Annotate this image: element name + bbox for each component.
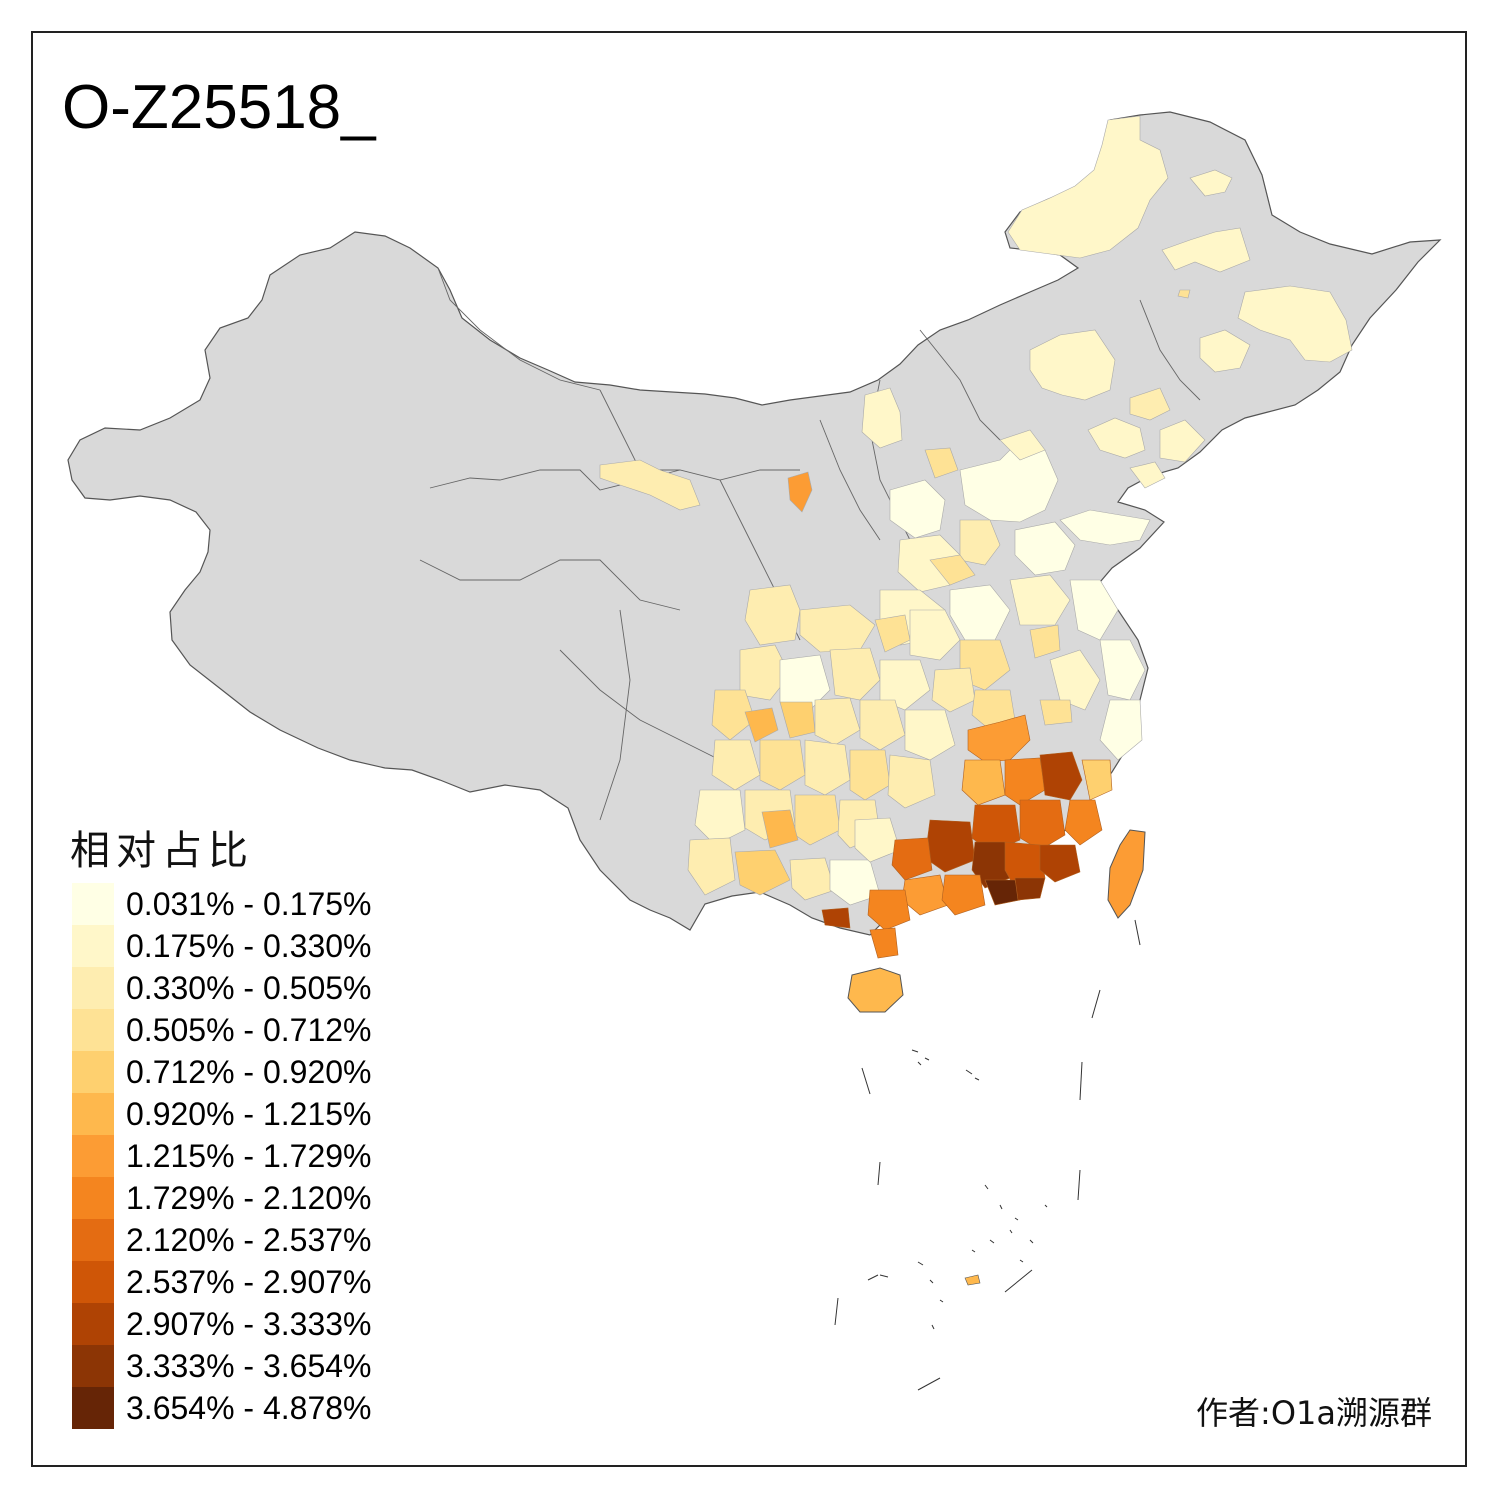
legend-swatch bbox=[72, 967, 114, 1009]
legend-label: 0.712% - 0.920% bbox=[126, 1054, 372, 1090]
south-china-sea-islands bbox=[834, 919, 1141, 1391]
legend-label: 1.215% - 1.729% bbox=[126, 1138, 372, 1174]
legend-label: 0.031% - 0.175% bbox=[126, 886, 372, 922]
region-shanxi-north bbox=[924, 447, 959, 479]
legend-swatch bbox=[72, 1303, 114, 1345]
legend-label: 0.330% - 0.505% bbox=[126, 970, 372, 1006]
region-jilin bbox=[1199, 329, 1251, 373]
region-liaoning-b bbox=[1087, 417, 1146, 459]
author-credit: 作者:O1a溯源群 bbox=[1196, 1394, 1432, 1432]
map-title: O-Z25518_ bbox=[62, 73, 376, 142]
legend-label: 2.537% - 2.907% bbox=[126, 1264, 372, 1300]
legend-label: 1.729% - 2.120% bbox=[126, 1180, 372, 1216]
map-frame bbox=[31, 31, 1467, 1467]
region-dalian bbox=[1129, 461, 1166, 489]
region-wuwei bbox=[599, 459, 701, 511]
legend-label: 0.920% - 1.215% bbox=[126, 1096, 372, 1132]
legend-swatch bbox=[72, 1177, 114, 1219]
data-regions-southeast bbox=[821, 714, 1113, 959]
china-base-region bbox=[67, 111, 1442, 936]
legend-swatch bbox=[72, 1051, 114, 1093]
region-chifeng bbox=[1177, 289, 1191, 299]
legend-label: 3.654% - 4.878% bbox=[126, 1390, 372, 1426]
region-liaoning-a bbox=[1129, 387, 1171, 421]
legend-swatch bbox=[72, 1261, 114, 1303]
province-boundaries bbox=[419, 267, 1201, 821]
region-hulunbuir bbox=[1007, 115, 1169, 259]
region-hinggan bbox=[1029, 329, 1116, 401]
legend-label: 3.333% - 3.654% bbox=[126, 1348, 372, 1384]
legend-label: 0.505% - 0.712% bbox=[126, 1012, 372, 1048]
legend-swatch bbox=[72, 1219, 114, 1261]
legend-swatch bbox=[72, 1135, 114, 1177]
legend-swatch bbox=[72, 1093, 114, 1135]
legend-swatch bbox=[72, 1387, 114, 1429]
data-regions-north bbox=[599, 115, 1353, 513]
legend-swatch bbox=[72, 883, 114, 925]
legend-swatch bbox=[72, 1009, 114, 1051]
region-hainan bbox=[847, 967, 904, 1013]
legend-title: 相对占比 bbox=[70, 828, 254, 874]
region-heilongjiang-b bbox=[1161, 227, 1251, 273]
region-baotou bbox=[787, 471, 813, 513]
region-ordos bbox=[861, 387, 903, 449]
region-liaoning-c bbox=[1159, 419, 1206, 463]
region-harbin bbox=[1237, 285, 1353, 363]
legend-swatch bbox=[72, 925, 114, 967]
island-highlight bbox=[964, 1274, 981, 1286]
legend-swatch bbox=[72, 1345, 114, 1387]
data-regions-central bbox=[687, 584, 1016, 906]
legend-label: 2.907% - 3.333% bbox=[126, 1306, 372, 1342]
region-taiwan bbox=[1107, 829, 1146, 919]
legend-label: 2.120% - 2.537% bbox=[126, 1222, 372, 1258]
data-regions-central-north bbox=[879, 429, 1151, 761]
region-heilongjiang-a bbox=[1189, 169, 1233, 197]
legend-label: 0.175% - 0.330% bbox=[126, 928, 372, 964]
